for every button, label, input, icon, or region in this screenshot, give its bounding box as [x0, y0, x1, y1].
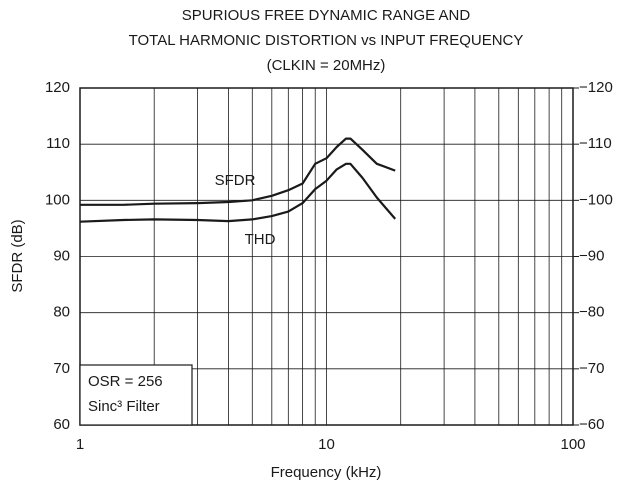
series-label: SFDR: [215, 172, 256, 189]
y2-tick-label: −120: [579, 79, 613, 96]
series-label: THD: [245, 231, 276, 248]
x-axis-label: Frequency (kHz): [271, 464, 382, 481]
y2-tick-label: −70: [579, 360, 604, 377]
chart-title: (CLKIN = 20MHz): [267, 57, 386, 74]
x-tick-label: 10: [318, 436, 335, 453]
y-tick-label: 90: [53, 247, 70, 264]
x-tick-label: 1: [76, 436, 84, 453]
annotation-box: [79, 364, 193, 426]
y-tick-label: 80: [53, 304, 70, 321]
annotation: Sinc³ Filter: [88, 398, 160, 415]
x-tick-label: 100: [560, 436, 585, 453]
chart-title: SPURIOUS FREE DYNAMIC RANGE AND: [182, 7, 471, 24]
y-axis-label: SFDR (dB): [9, 219, 26, 292]
line-series: [79, 162, 397, 223]
y-tick-label: 60: [53, 416, 70, 433]
y2-tick-label: −60: [579, 416, 604, 433]
chart-title: TOTAL HARMONIC DISTORTION vs INPUT FREQU…: [129, 32, 524, 49]
line-series: [80, 137, 396, 206]
plot-frame: [79, 87, 574, 426]
annotation: OSR = 256: [88, 373, 163, 390]
y-tick-label: 70: [53, 360, 70, 377]
y-tick-label: 120: [45, 79, 70, 96]
y-tick-label: 100: [45, 191, 70, 208]
y2-tick-label: −100: [579, 191, 613, 208]
y2-tick-label: −90: [579, 247, 604, 264]
y2-tick-label: −80: [579, 304, 604, 321]
y2-tick-label: −110: [579, 135, 612, 152]
y-tick-label: 110: [46, 135, 70, 152]
